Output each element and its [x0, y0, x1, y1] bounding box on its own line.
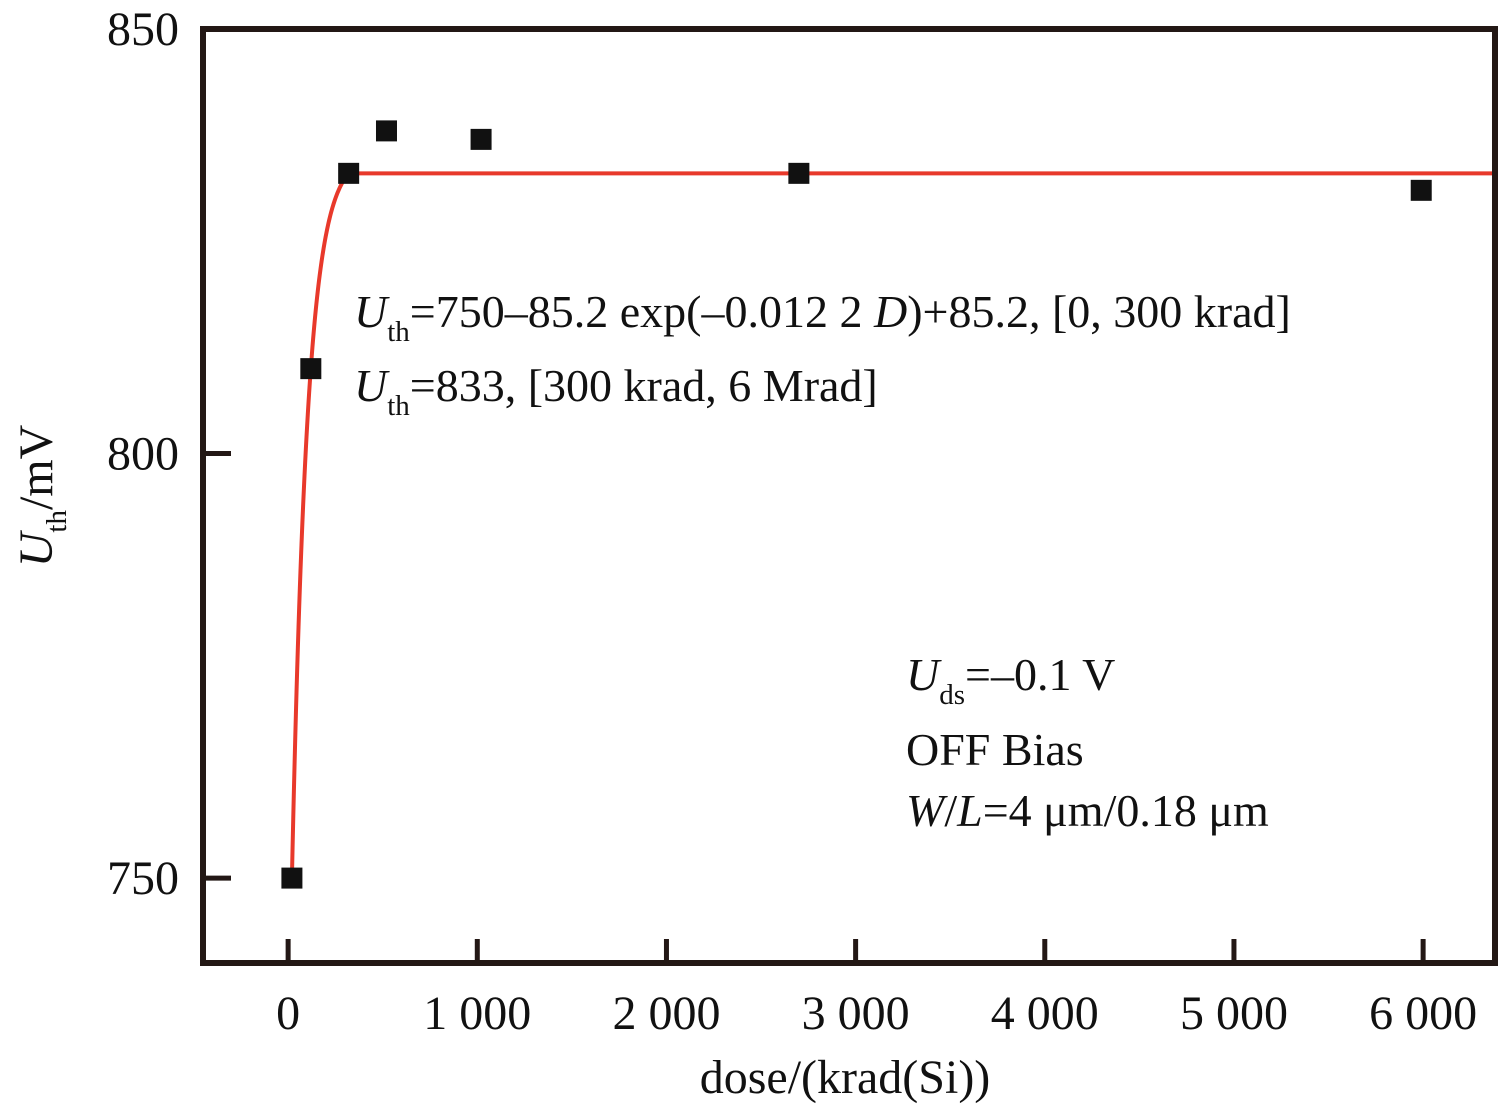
data-point: [788, 162, 810, 184]
data-point: [300, 358, 322, 380]
y-tick-label: 850: [107, 3, 179, 56]
y-tick-label: 750: [107, 852, 179, 905]
plot-frame: [200, 26, 1498, 966]
fit-curve-group: [289, 171, 1492, 879]
data-point: [338, 162, 360, 184]
y-axis-sub: th: [41, 510, 73, 533]
data-points: [281, 120, 1432, 889]
axis-ticks: 0 1 000 2 000 3 000 4 000 5 000 6 000 750 800 850: [107, 3, 1477, 1040]
condition-wl: W/L=4 μm/0.18 μm: [906, 785, 1269, 836]
x-tick-label: 1 000: [423, 987, 531, 1040]
x-tick-label: 3 000: [802, 987, 910, 1040]
x-tick-label: 4 000: [991, 987, 1099, 1040]
y-axis-title: Uth/mV: [10, 424, 73, 567]
fit-equation-2: Uth=833, [300 krad, 6 Mrad]: [354, 360, 878, 422]
condition-uds: Uds=–0.1 V: [906, 649, 1115, 711]
x-tick-label: 5 000: [1180, 987, 1288, 1040]
y-axis-unit: /mV: [10, 424, 63, 510]
fit-curve-exponential: [289, 177, 347, 879]
data-point: [375, 120, 397, 142]
data-point: [281, 867, 303, 889]
data-point: [470, 128, 492, 150]
y-tick-label: 800: [107, 428, 179, 481]
x-axis-title: dose/(krad(Si)): [700, 1051, 991, 1104]
x-tick-label: 6 000: [1369, 987, 1477, 1040]
y-axis-var: U: [10, 529, 63, 567]
condition-bias: OFF Bias: [906, 724, 1084, 775]
data-point: [1410, 179, 1432, 201]
x-tick-label: 0: [276, 987, 300, 1040]
fit-equation-1: Uth=750–85.2 exp(–0.012 2 D)+85.2, [0, 3…: [354, 286, 1291, 348]
x-tick-label: 2 000: [612, 987, 720, 1040]
